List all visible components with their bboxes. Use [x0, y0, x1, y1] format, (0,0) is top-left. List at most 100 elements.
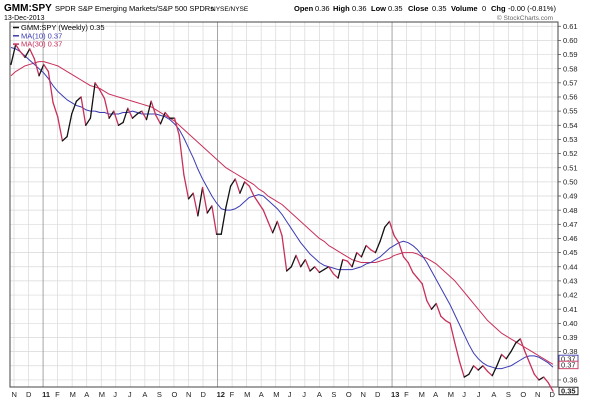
x-tick-label: N [535, 390, 540, 399]
price-segment [388, 220, 395, 237]
price-segment [360, 244, 367, 258]
value-badge-label: 0.37 [561, 355, 576, 364]
value-badge-label: 0.35 [561, 387, 576, 396]
price-segment [496, 353, 503, 367]
price-segment [430, 302, 437, 310]
price-segment [108, 110, 115, 119]
price-segment [486, 370, 493, 377]
price-segment [356, 251, 363, 258]
price-segment [243, 181, 250, 187]
price-segment [61, 135, 68, 142]
y-tick-label: 0.41 [563, 305, 578, 314]
volume-label: Volume [451, 4, 478, 13]
x-tick-label: D [375, 390, 381, 399]
price-segment [57, 116, 64, 142]
price-segment [519, 338, 526, 353]
price-segment [19, 51, 26, 59]
price-segment [103, 97, 110, 119]
price-segment [122, 107, 129, 124]
price-segment [89, 82, 96, 119]
price-segment [309, 266, 316, 272]
price-segment [80, 96, 87, 126]
y-tick-label: 0.40 [563, 319, 578, 328]
x-tick-label: O [346, 390, 352, 399]
x-tick-label: A [142, 390, 147, 399]
x-tick-label: N [12, 390, 17, 399]
y-tick-label: 0.57 [563, 78, 578, 87]
value-badge [558, 386, 579, 396]
high-label: High [333, 4, 350, 13]
x-tick-label: A [84, 390, 89, 399]
price-segment [155, 114, 162, 125]
x-tick-label: A [491, 390, 496, 399]
price-segment [374, 240, 381, 254]
x-tick-label: F [230, 390, 235, 399]
price-segment [159, 111, 166, 125]
price-segment [510, 342, 517, 353]
chg-label: Chg [491, 4, 506, 13]
price-segment [449, 322, 456, 344]
volume-value: 0 [482, 4, 486, 13]
price-segment [426, 300, 433, 310]
price-segment [206, 205, 213, 214]
y-tick-label: 0.48 [563, 206, 578, 215]
close-value: 0.35 [432, 4, 447, 13]
price-segment [47, 70, 54, 104]
price-segment [444, 319, 451, 324]
x-tick-label: D [26, 390, 32, 399]
y-tick-label: 0.38 [563, 347, 578, 356]
y-tick-label: 0.45 [563, 248, 578, 257]
x-tick-label: J [288, 390, 292, 399]
y-tick-label: 0.58 [563, 64, 578, 73]
price-segment [528, 362, 535, 375]
price-segment [491, 365, 498, 377]
price-segment [173, 117, 180, 136]
y-tick-label: 0.49 [563, 192, 578, 201]
price-segment [201, 186, 208, 214]
close-label: Close [408, 4, 428, 13]
price-segment [272, 220, 278, 234]
price-segment [15, 43, 21, 53]
chart-header: GMM:SPY SPDR S&P Emerging Markets/S&P 50… [4, 3, 556, 22]
price-segment [262, 209, 269, 223]
price-segment [547, 382, 554, 392]
price-segment [281, 234, 288, 272]
y-axis: 0.61 0.60 0.59 0.58 0.57 0.56 0.55 0.54 0.53 0.52… [558, 22, 578, 385]
price-segment [379, 226, 386, 242]
x-tick-label: J [462, 390, 466, 399]
chg-value: -0.00 (-0.81%) [508, 4, 556, 13]
price-segment [402, 256, 409, 264]
price-segment [300, 259, 307, 268]
x-tick-label: M [273, 390, 279, 399]
price-segment [440, 315, 447, 322]
x-tick-label: D [550, 390, 556, 399]
y-tick-label: 0.59 [563, 50, 578, 59]
price-segment [66, 113, 73, 138]
price-segment [75, 96, 82, 102]
price-segment [472, 365, 479, 371]
x-tick-label: M [99, 390, 105, 399]
price-segment [211, 205, 218, 235]
price-segment [29, 48, 36, 60]
price-segment [543, 376, 549, 384]
x-tick-label: M [448, 390, 454, 399]
price-segment [524, 350, 531, 364]
price-segment [416, 277, 423, 285]
x-tick-label: N [186, 390, 191, 399]
price-segment [365, 244, 372, 251]
x-tick-label: A [433, 390, 438, 399]
price-segment [346, 260, 353, 268]
y-tick-label: 0.61 [563, 22, 578, 31]
price-segment [192, 192, 199, 217]
price-segment [500, 353, 507, 360]
low-value: 0.35 [388, 4, 403, 13]
series-layer [10, 43, 554, 392]
price-segment [253, 195, 260, 204]
price-segment [183, 174, 190, 200]
price-segment [514, 338, 521, 344]
y-tick-label: 0.46 [563, 234, 578, 243]
price-segment [370, 249, 377, 254]
